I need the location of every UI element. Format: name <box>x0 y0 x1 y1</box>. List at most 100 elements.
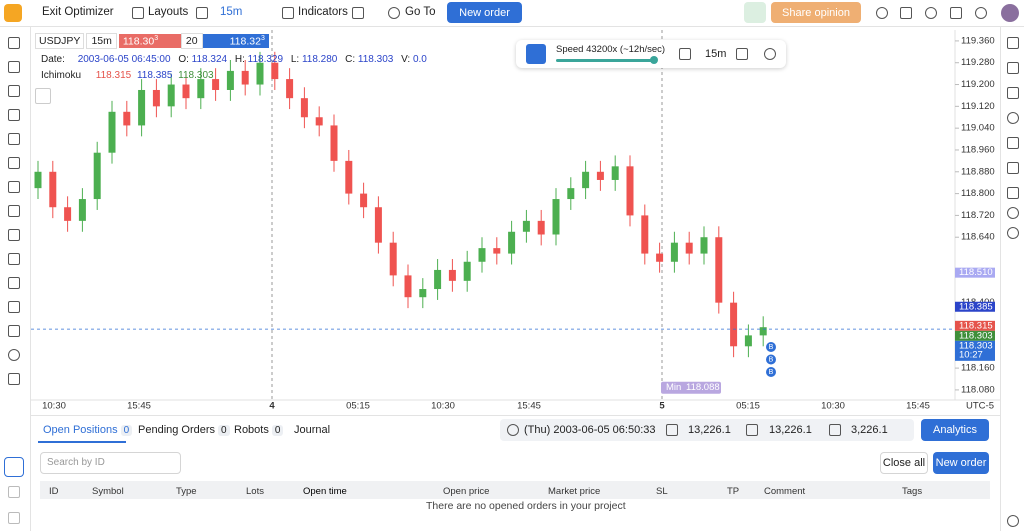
tool-pattern[interactable] <box>8 205 20 217</box>
column-header[interactable]: Type <box>176 486 197 497</box>
logo[interactable] <box>4 4 22 22</box>
y-tick-label: 119.040 <box>961 123 995 134</box>
column-header[interactable]: ID <box>49 486 59 497</box>
tab-count: 0 <box>120 425 133 436</box>
chart-type-icon[interactable] <box>196 7 208 19</box>
tool-brush[interactable] <box>8 277 20 289</box>
collapse-button[interactable] <box>35 88 51 104</box>
price-marker <box>955 330 995 341</box>
column-header[interactable]: Market price <box>548 486 601 497</box>
sell-price[interactable]: 118.303 <box>118 33 181 49</box>
speed-slider[interactable] <box>556 59 656 62</box>
search-icon[interactable] <box>876 7 888 19</box>
analytics-button[interactable]: Analytics <box>921 419 989 441</box>
tab-journal[interactable]: Journal <box>294 424 330 436</box>
ohlc-row: Date: 2003-06-05 06:45:00 O: 118.324 H: … <box>35 54 427 65</box>
legend-timeframe[interactable]: 15m <box>86 33 117 49</box>
tool-channel[interactable] <box>8 109 20 121</box>
search-input[interactable]: Search by ID <box>40 452 181 474</box>
indicators-button[interactable]: Indicators <box>298 6 348 18</box>
help-icon[interactable] <box>1007 515 1019 527</box>
link-button[interactable] <box>4 457 24 477</box>
tool-eye[interactable] <box>8 349 20 361</box>
replay-timeframe[interactable]: 15m <box>705 48 727 60</box>
column-header[interactable]: SL <box>656 486 668 497</box>
clock-icon[interactable] <box>1007 112 1019 124</box>
column-header[interactable]: Lots <box>246 486 264 497</box>
tool-arrow[interactable] <box>8 133 20 145</box>
candle-body <box>197 79 205 99</box>
tool-fib[interactable] <box>8 157 20 169</box>
undo-icon[interactable] <box>8 486 20 498</box>
tool-pen[interactable] <box>8 301 20 313</box>
symbol[interactable]: USDJPY <box>35 33 85 49</box>
goto-icon[interactable] <box>388 7 400 19</box>
indicator-name[interactable]: Ichimoku <box>41 70 82 81</box>
search-placeholder: Search by ID <box>47 457 105 468</box>
screenshot-icon[interactable] <box>900 7 912 19</box>
tool-measure[interactable] <box>8 229 20 241</box>
tab-open-positions[interactable]: Open Positions 0 <box>43 424 133 436</box>
chat-icon[interactable] <box>1007 137 1019 149</box>
column-header[interactable]: Open price <box>443 486 490 497</box>
x-tick-label: 10:30 <box>42 401 66 412</box>
step-forward[interactable] <box>736 48 748 60</box>
calendar-icon[interactable] <box>1007 62 1019 74</box>
tool-gann[interactable] <box>8 181 20 193</box>
layouts-button[interactable]: Layouts <box>148 6 189 18</box>
column-header[interactable]: Comment <box>764 486 806 497</box>
notes-icon[interactable] <box>1007 187 1019 199</box>
candle-body <box>448 269 456 281</box>
new-order-bottom-button[interactable]: New order <box>933 452 989 474</box>
share-icon[interactable] <box>925 7 937 19</box>
sell-price-sup: 3 <box>154 34 159 42</box>
watchlist-icon[interactable] <box>1007 37 1019 49</box>
redo-icon[interactable] <box>8 512 20 524</box>
buy-price[interactable]: 118.323 <box>202 33 269 49</box>
new-order-button[interactable]: New order <box>447 2 522 23</box>
tool-text[interactable] <box>8 253 20 265</box>
y-tick-label: 118.640 <box>961 232 995 243</box>
replay-exit[interactable] <box>764 48 776 60</box>
indicators-icon[interactable] <box>282 7 294 19</box>
x-tick-label: UTC-5 <box>966 401 994 412</box>
clock-small <box>507 424 519 436</box>
tool-cursor[interactable] <box>8 37 20 49</box>
column-header[interactable]: Symbol <box>92 486 124 497</box>
candle-body <box>744 335 752 347</box>
y-tick-label: 118.160 <box>961 363 995 374</box>
avatar[interactable] <box>1001 4 1019 22</box>
layouts-icon[interactable] <box>132 7 144 19</box>
grid-icon[interactable] <box>352 7 364 19</box>
news-icon[interactable] <box>1007 162 1019 174</box>
tool-magnet[interactable] <box>8 325 20 337</box>
tool-rect[interactable] <box>8 85 20 97</box>
candle-body <box>478 248 486 262</box>
candle-body <box>670 242 678 262</box>
cloud-icon[interactable] <box>1007 207 1019 219</box>
gift-button[interactable] <box>744 2 766 23</box>
strategy-selector[interactable]: Exit Optimizer <box>42 6 114 18</box>
column-header[interactable]: Open time <box>303 486 347 497</box>
replay-panel: Speed 43200x (~12h/sec) 15m <box>516 40 786 68</box>
play-button[interactable] <box>526 44 546 64</box>
column-header[interactable]: TP <box>727 486 740 497</box>
column-header[interactable]: Tags <box>902 486 923 497</box>
settings-side-icon[interactable] <box>1007 227 1019 239</box>
speed-handle[interactable] <box>650 56 658 64</box>
alerts-icon[interactable] <box>1007 87 1019 99</box>
step-back[interactable] <box>679 48 691 60</box>
tab-robots[interactable]: Robots 0 <box>234 424 284 436</box>
share-opinion-button[interactable]: Share opinion <box>771 2 861 23</box>
goto-button[interactable]: Go To <box>405 6 436 18</box>
close-all-button[interactable]: Close all <box>880 452 928 474</box>
tool-trash[interactable] <box>8 373 20 385</box>
candle-body <box>700 237 708 254</box>
tool-line[interactable] <box>8 61 20 73</box>
tab-pending-orders[interactable]: Pending Orders 0 <box>138 424 230 436</box>
fullscreen-icon[interactable] <box>950 7 962 19</box>
price-marker-label: 118.303 <box>959 340 993 351</box>
pnl-icon <box>829 424 841 436</box>
timeframe-button[interactable]: 15m <box>220 6 243 18</box>
settings-icon[interactable] <box>975 7 987 19</box>
